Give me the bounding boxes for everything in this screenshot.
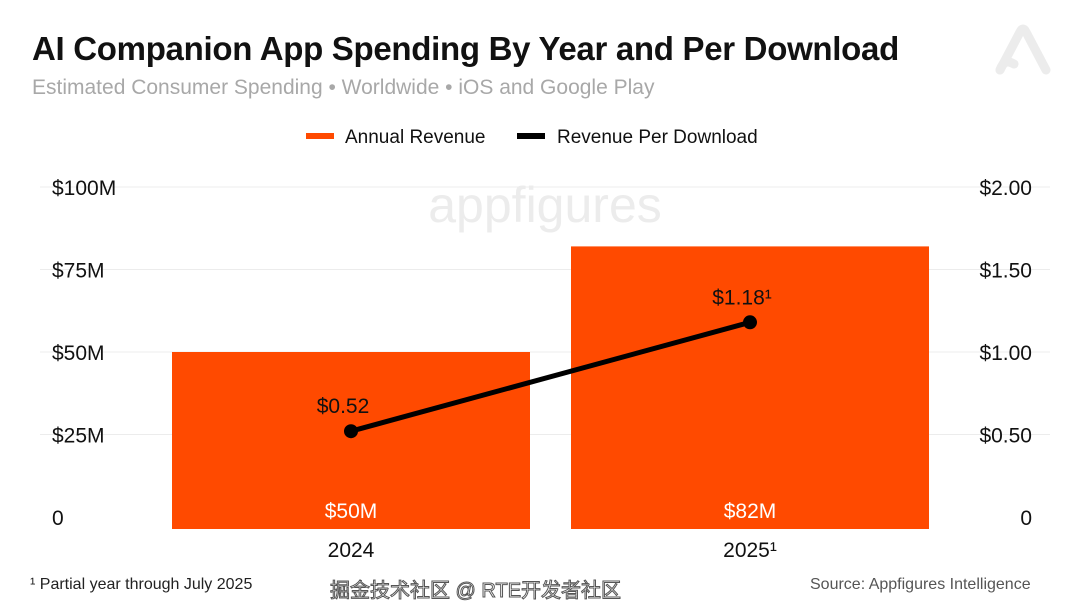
- legend-swatch-annual-revenue: [306, 133, 334, 139]
- left-tick-label: 0: [52, 507, 64, 530]
- line-point: [344, 424, 358, 439]
- legend-label-revenue-per-download: Revenue Per Download: [557, 127, 758, 148]
- left-tick-label: $25M: [52, 425, 105, 448]
- left-tick-label: $50M: [52, 342, 105, 365]
- left-tick-label: $75M: [52, 260, 105, 283]
- line-data-label: $0.52: [317, 395, 370, 418]
- line-point: [743, 315, 757, 330]
- chart-title: AI Companion App Spending By Year and Pe…: [32, 30, 899, 67]
- x-tick-label: 2024: [328, 539, 375, 562]
- x-tick-label: 2025¹: [723, 539, 777, 562]
- appfigures-logo-icon: [995, 24, 1051, 75]
- footnote: ¹ Partial year through July 2025: [30, 576, 253, 593]
- bar-2024: [172, 352, 530, 529]
- right-tick-label: $2.00: [979, 177, 1032, 200]
- bar-2025¹: [571, 246, 929, 529]
- bar-data-label: $50M: [325, 500, 378, 523]
- legend-swatch-revenue-per-download: [517, 133, 545, 139]
- right-tick-label: 0: [1020, 507, 1032, 530]
- right-tick-label: $1.00: [979, 342, 1032, 365]
- left-tick-label: $100M: [52, 177, 116, 200]
- bar-data-label: $82M: [724, 500, 777, 523]
- overlay-watermark: 掘金技术社区 @ RTE开发者社区: [329, 580, 622, 603]
- legend-label-annual-revenue: Annual Revenue: [345, 127, 486, 148]
- chart-subtitle: Estimated Consumer Spending • Worldwide …: [32, 76, 655, 99]
- right-tick-label: $0.50: [979, 425, 1032, 448]
- watermark-text: appfigures: [428, 177, 662, 233]
- line-revenue-per-download: [350, 319, 751, 434]
- right-tick-label: $1.50: [979, 260, 1032, 283]
- source-note: Source: Appfigures Intelligence: [810, 576, 1031, 593]
- line-data-label: $1.18¹: [712, 286, 772, 309]
